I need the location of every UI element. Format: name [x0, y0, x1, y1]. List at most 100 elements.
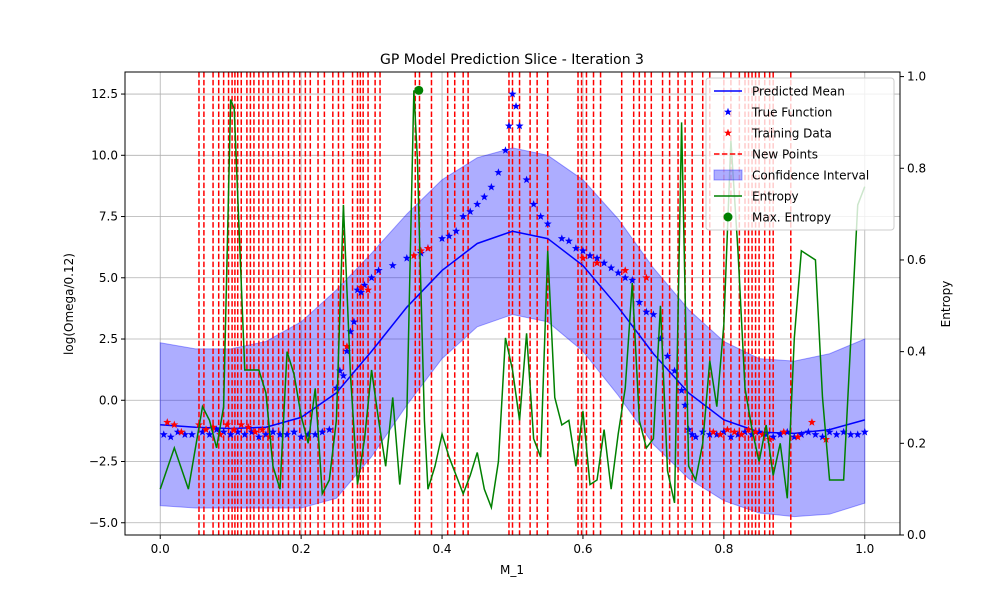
true-function-point: [818, 432, 827, 441]
true-function-point: [529, 200, 538, 208]
true-function-point: [698, 427, 707, 436]
true-function-point: [515, 121, 524, 130]
true-function-point: [656, 334, 665, 343]
training-data-point: [593, 258, 602, 267]
true-function-point: [290, 427, 299, 436]
true-function-point: [374, 266, 383, 274]
true-function-point: [304, 430, 313, 438]
y-axis-label-right: Entropy: [939, 281, 953, 328]
true-function-point: [159, 430, 168, 438]
true-function-point: [578, 246, 587, 255]
true-function-point: [438, 234, 447, 242]
max-entropy-point: [414, 85, 424, 95]
training-data-point: [737, 430, 746, 438]
true-function-point: [797, 430, 806, 438]
true-function-point: [846, 430, 855, 438]
true-function-point: [335, 366, 344, 375]
true-function-point: [353, 285, 362, 294]
true-function-point: [240, 430, 249, 438]
true-function-point: [832, 430, 841, 438]
true-function-point: [825, 427, 834, 436]
y-right-tick-label: 0.8: [907, 161, 926, 175]
training-data-point: [758, 430, 767, 438]
training-data-point: [642, 273, 651, 282]
true-function-point: [233, 427, 242, 436]
true-function-point: [416, 249, 425, 257]
y-right-tick-label: 0.4: [907, 345, 926, 359]
true-function-point: [501, 146, 510, 154]
legend-entry: Confidence Interval: [713, 169, 869, 183]
true-function-point: [853, 430, 862, 438]
legend-label: Training Data: [751, 127, 832, 141]
true-function-point: [607, 263, 616, 272]
training-data-point: [621, 266, 630, 274]
true-function-point: [635, 298, 644, 306]
training-data-point: [230, 425, 239, 434]
true-function-point: [776, 430, 785, 438]
training-data-point: [765, 435, 774, 443]
true-function-point: [705, 430, 714, 438]
legend-handle-training: [724, 128, 732, 137]
y-tick-label: −2.5: [89, 455, 118, 469]
true-function-point: [357, 288, 366, 296]
y-axis-ticks: −5.0 −2.5 0.0 2.5 5.0 7.5 10.0 12.5: [89, 87, 125, 530]
y-tick-label: 5.0: [99, 271, 118, 285]
true-function-point: [522, 175, 531, 184]
true-function-point: [564, 236, 573, 245]
true-function-point: [268, 427, 277, 436]
legend-handle-max-entropy: [723, 212, 733, 222]
x-tick-label: 0.8: [714, 542, 733, 556]
true-function-point: [508, 89, 517, 98]
true-function-point: [212, 425, 221, 434]
true-function-point: [473, 200, 482, 208]
x-axis-ticks: 0.0 0.2 0.4 0.6 0.8 1.0: [151, 535, 874, 556]
y-right-tick-label: 0.2: [907, 436, 926, 450]
x-tick-label: 0.4: [432, 542, 451, 556]
true-function-point: [318, 427, 327, 436]
true-function-point: [783, 427, 792, 436]
true-function-point: [512, 102, 521, 110]
training-data-point: [709, 427, 718, 436]
true-function-point: [360, 280, 369, 289]
true-function-point: [226, 430, 235, 438]
training-data-point: [209, 423, 218, 431]
true-function-point: [681, 400, 690, 409]
entropy-line: [159, 90, 866, 511]
true-function-point: [670, 366, 679, 375]
x-tick-label: 0.0: [151, 542, 170, 556]
true-function-point: [346, 327, 355, 336]
training-data-point: [244, 423, 253, 431]
legend-label: Max. Entropy: [752, 211, 831, 225]
training-data-point: [170, 420, 179, 429]
training-data-point: [744, 425, 753, 434]
true-function-point: [790, 432, 799, 441]
true-function-point: [726, 432, 735, 441]
true-function-point: [166, 432, 175, 441]
x-tick-label: 0.6: [573, 542, 592, 556]
legend-entry: True Function: [724, 106, 832, 120]
true-function-point: [494, 168, 503, 176]
y-tick-label: 12.5: [91, 87, 118, 101]
true-function-point: [205, 430, 214, 438]
true-function-point: [571, 244, 580, 252]
legend-box: [705, 77, 895, 231]
true-function-point: [621, 273, 630, 282]
true-function-point: [536, 212, 545, 220]
true-function-point: [600, 258, 609, 267]
true-function-point: [198, 427, 207, 436]
training-data-point: [237, 420, 246, 429]
true-function-point: [466, 207, 475, 216]
legend-handle-true: [724, 107, 732, 116]
y-axis-right-ticks: 0.0 0.2 0.4 0.6 0.8 1.0: [900, 70, 926, 542]
true-function-point: [173, 427, 182, 436]
training-data-point: [723, 425, 732, 434]
legend-label: New Points: [752, 148, 818, 162]
true-function-point: [219, 427, 228, 436]
training-data-point: [751, 427, 760, 436]
true-function-point: [402, 253, 411, 262]
training-data-point: [251, 427, 260, 436]
legend-label: Entropy: [752, 190, 799, 204]
training-data-point: [223, 420, 232, 429]
training-data-point: [202, 425, 211, 434]
true-function-point: [628, 276, 637, 284]
